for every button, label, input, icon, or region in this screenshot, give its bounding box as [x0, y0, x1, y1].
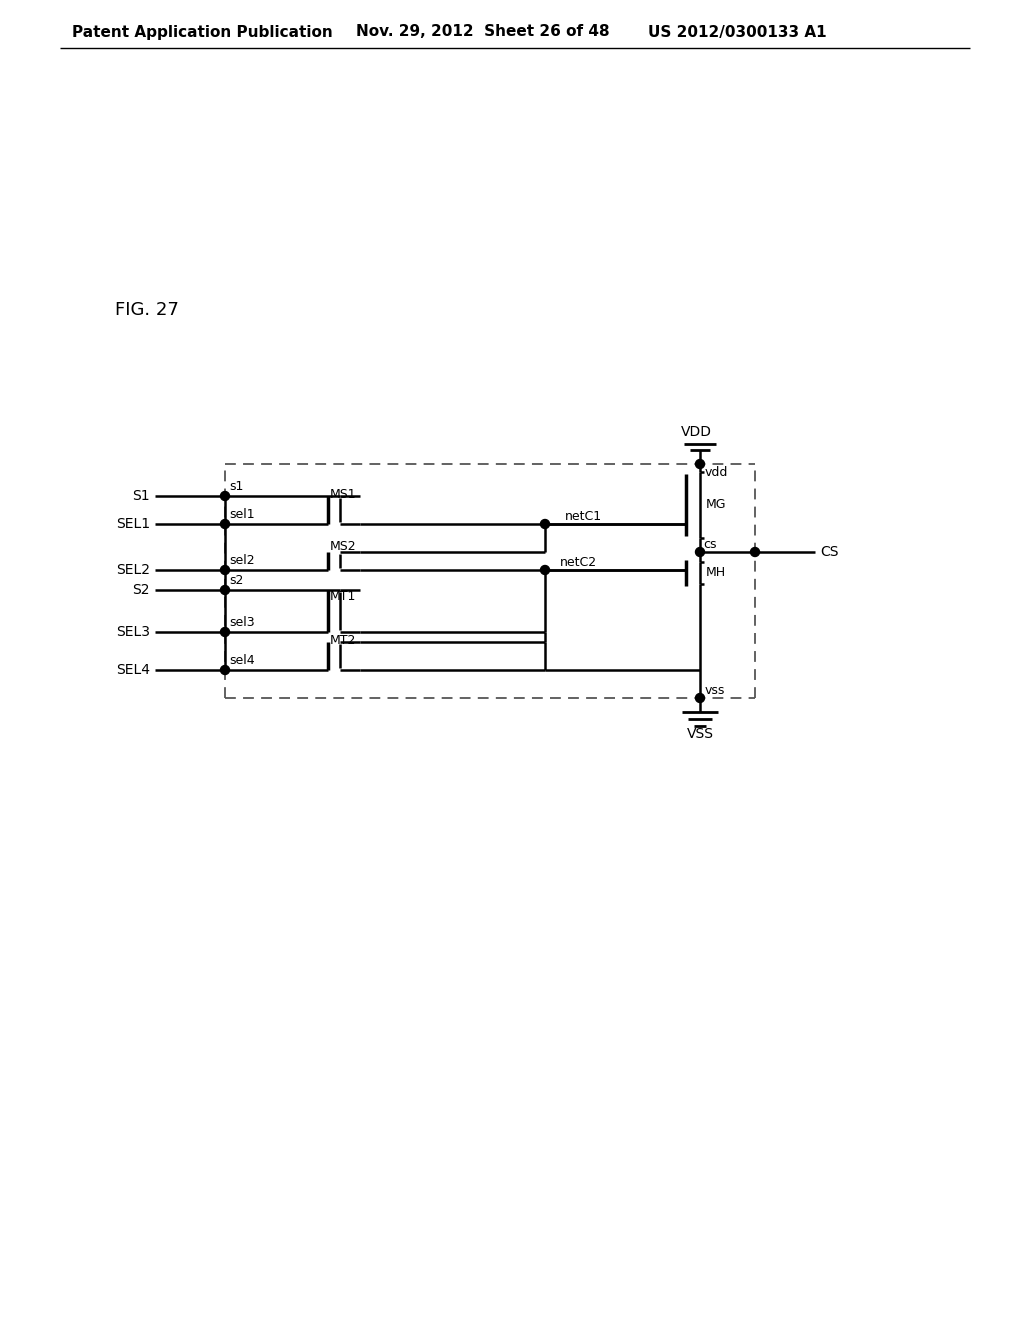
Text: FIG. 27: FIG. 27 — [115, 301, 179, 319]
Text: SEL4: SEL4 — [116, 663, 150, 677]
Circle shape — [541, 565, 550, 574]
Text: SEL2: SEL2 — [116, 564, 150, 577]
Text: Nov. 29, 2012  Sheet 26 of 48: Nov. 29, 2012 Sheet 26 of 48 — [356, 25, 609, 40]
Text: cs: cs — [703, 537, 717, 550]
Circle shape — [695, 459, 705, 469]
Text: netC2: netC2 — [560, 556, 597, 569]
Text: VDD: VDD — [681, 425, 712, 440]
Text: MS1: MS1 — [330, 488, 356, 502]
Circle shape — [220, 627, 229, 636]
Circle shape — [695, 548, 705, 557]
Text: sel3: sel3 — [229, 616, 255, 630]
Text: CS: CS — [820, 545, 839, 558]
Circle shape — [695, 693, 705, 702]
Text: S2: S2 — [132, 583, 150, 597]
Text: sel1: sel1 — [229, 508, 255, 521]
Text: MT2: MT2 — [330, 635, 356, 648]
Circle shape — [541, 520, 550, 528]
Text: vdd: vdd — [705, 466, 728, 479]
Circle shape — [220, 520, 229, 528]
Text: vss: vss — [705, 684, 725, 697]
Text: US 2012/0300133 A1: US 2012/0300133 A1 — [648, 25, 826, 40]
Text: MH: MH — [706, 566, 726, 579]
Text: S1: S1 — [132, 488, 150, 503]
Text: netC1: netC1 — [565, 510, 602, 523]
Text: sel4: sel4 — [229, 655, 255, 668]
Text: s2: s2 — [229, 574, 244, 587]
Text: Patent Application Publication: Patent Application Publication — [72, 25, 333, 40]
Text: SEL1: SEL1 — [116, 517, 150, 531]
Text: MS2: MS2 — [330, 540, 356, 553]
Text: MG: MG — [706, 499, 726, 511]
Circle shape — [220, 491, 229, 500]
Circle shape — [751, 548, 760, 557]
Text: sel2: sel2 — [229, 554, 255, 568]
Circle shape — [220, 586, 229, 594]
Text: VSS: VSS — [686, 727, 714, 741]
Circle shape — [220, 565, 229, 574]
Text: SEL3: SEL3 — [116, 624, 150, 639]
Text: MT1: MT1 — [330, 590, 356, 602]
Circle shape — [220, 665, 229, 675]
Text: s1: s1 — [229, 480, 244, 494]
